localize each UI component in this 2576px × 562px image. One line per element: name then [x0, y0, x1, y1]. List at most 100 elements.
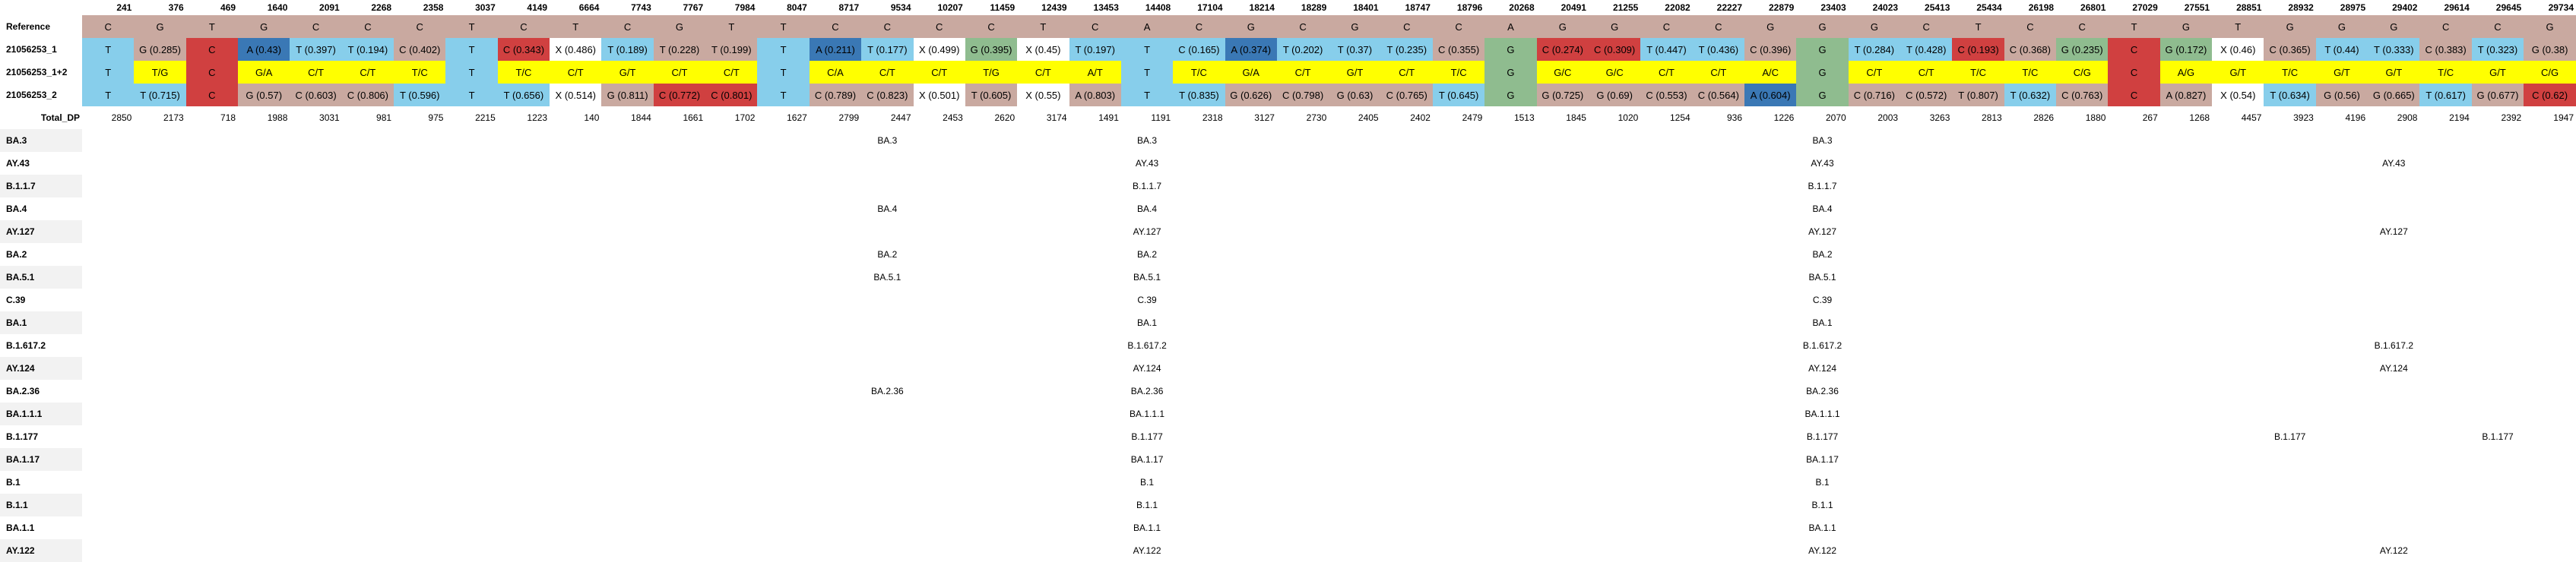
allele-cell: T (0.447): [1640, 38, 1693, 61]
lineage-cell: [1900, 516, 1952, 539]
lineage-cell: [2004, 289, 2056, 311]
lineage-cell: BA.4: [877, 204, 898, 214]
lineage-cell: [82, 425, 134, 448]
allele-cell: C (0.165): [1173, 38, 1225, 61]
lineage-cell: [705, 425, 757, 448]
allele-cell: T/C: [1432, 61, 1485, 84]
reference-base-cell: T: [185, 15, 239, 38]
lineage-cell: [654, 197, 705, 220]
header-corner-cell: [0, 0, 82, 15]
reference-base-cell: C: [2004, 15, 2057, 38]
allele-cell: X (0.54): [2212, 84, 2264, 106]
allele-cell: A (0.374): [1225, 38, 1277, 61]
lineage-cell: [705, 357, 757, 380]
lineage-cell: [1849, 334, 1900, 357]
lineage-cell: [914, 175, 965, 197]
lineage-cell: [810, 425, 861, 448]
lineage-cell: AY.43: [1811, 158, 1834, 169]
allele-cell: T/C: [394, 61, 446, 84]
lineage-cell: [2264, 448, 2315, 471]
lineage-cell: [1693, 539, 1744, 562]
lineage-cell: [654, 380, 705, 403]
allele-cell: G/T: [2315, 61, 2368, 84]
allele-cell: C/T: [705, 61, 758, 84]
lineage-cell: [861, 494, 913, 516]
allele-cell: T (0.333): [2368, 38, 2420, 61]
lineage-cell: [238, 403, 290, 425]
lineage-cell: [914, 539, 965, 562]
lineage-cell: [2056, 425, 2108, 448]
lineage-cell: [757, 403, 809, 425]
lineage-cell: [1329, 425, 1380, 448]
allele-cell: C (0.193): [1952, 38, 2004, 61]
lineage-cell: [2004, 129, 2056, 152]
lineage-cell: [601, 494, 653, 516]
lineage-cell: [654, 425, 705, 448]
position-header-cell: 20268: [1509, 2, 1535, 13]
lineage-cell: [1381, 197, 1433, 220]
position-header-cell: 14408: [1145, 2, 1171, 13]
lineage-cell: [1849, 175, 1900, 197]
depth-cell: 140: [584, 112, 600, 123]
lineage-cell: [601, 129, 653, 152]
lineage-cell: [134, 129, 185, 152]
lineage-cell: [1069, 471, 1121, 494]
allele-cell: C/T: [913, 61, 965, 84]
allele-cell: C/T: [1848, 61, 1901, 84]
row-label: B.1.1.7: [0, 175, 83, 197]
lineage-cell: [601, 243, 653, 266]
lineage-cell: [1744, 357, 1796, 380]
lineage-cell: [2264, 311, 2315, 334]
lineage-cell: [2056, 448, 2108, 471]
lineage-cell: B.1.617.2: [1127, 340, 1167, 351]
lineage-cell: [914, 220, 965, 243]
lineage-cell: [498, 357, 550, 380]
allele-cell: C (0.274): [1536, 38, 1589, 61]
lineage-cell: [810, 448, 861, 471]
allele-cell: X (0.486): [550, 38, 602, 61]
lineage-cell: [1589, 403, 1640, 425]
lineage-cell: [2212, 243, 2264, 266]
lineage-cell: [1744, 425, 1796, 448]
lineage-cell: [134, 220, 185, 243]
lineage-cell: [2419, 175, 2471, 197]
allele-cell: T/C: [2419, 61, 2472, 84]
lineage-cell: [2056, 403, 2108, 425]
position-header-cell: 241: [116, 2, 132, 13]
lineage-cell: [1693, 494, 1744, 516]
reference-base-cell: C: [965, 15, 1018, 38]
lineage-cell: [2160, 220, 2212, 243]
lineage-cell: [1225, 152, 1277, 175]
position-header-cell: 7984: [734, 2, 756, 13]
position-header-cell: 26198: [2028, 2, 2055, 13]
position-header-cell: 1640: [267, 2, 288, 13]
lineage-cell: [914, 357, 965, 380]
allele-cell: C/T: [290, 61, 342, 84]
lineage-cell: BA.3: [1812, 135, 1833, 146]
lineage-cell: [705, 403, 757, 425]
lineage-cell: [2419, 334, 2471, 357]
lineage-cell: [82, 220, 134, 243]
lineage-cell: [2316, 494, 2368, 516]
lineage-cell: [2316, 175, 2368, 197]
lineage-cell: [1484, 152, 1536, 175]
position-header-cell: 10207: [937, 2, 963, 13]
lineage-cell: [186, 243, 238, 266]
lineage-cell: [914, 289, 965, 311]
lineage-cell: [914, 380, 965, 403]
allele-cell: A (0.211): [809, 38, 862, 61]
lineage-cell: [1069, 266, 1121, 289]
lineage-cell: [238, 289, 290, 311]
depth-cell: 1513: [1513, 112, 1535, 123]
lineage-cell: [2056, 175, 2108, 197]
lineage-cell: [290, 494, 341, 516]
lineage-cell: [1900, 539, 1952, 562]
lineage-cell: [498, 539, 550, 562]
reference-base-cell: C: [2471, 15, 2524, 38]
lineage-cell: [1693, 425, 1744, 448]
lineage-cell: [1900, 357, 1952, 380]
lineage-cell: [705, 197, 757, 220]
allele-cell: T/C: [1173, 61, 1225, 84]
lineage-cell: [810, 357, 861, 380]
lineage-cell: BA.1.1: [1808, 523, 1836, 533]
